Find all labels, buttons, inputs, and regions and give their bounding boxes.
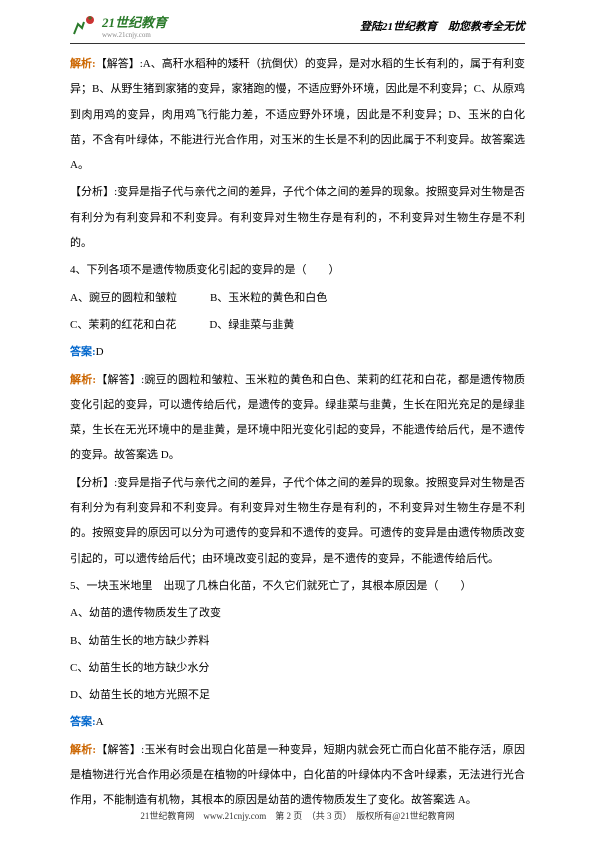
page-footer: 21世纪教育网 www.21cnjy.com 第 2 页 （共 3 页） 版权所… [0, 809, 595, 822]
analysis-label: 解析: [70, 374, 96, 386]
footer-copyright: 版权所有@21世纪教育网 [356, 811, 454, 821]
logo: 21世纪教育 www.21cnjy.com [70, 12, 167, 39]
q5-optB: B、幼苗生长的地方缺少养料 [70, 629, 525, 654]
answer-label: 答案: [70, 716, 96, 728]
footer-site: 21世纪教育网 [140, 811, 194, 821]
answer-label: 答案: [70, 346, 96, 358]
q3-fenxi: 【分析】:变异是指子代与亲代之间的差异，子代个体之间的差异的现象。按照变异对生物… [70, 180, 525, 256]
answer-label: 【解答】: [96, 58, 143, 70]
analysis-label: 解析: [70, 58, 96, 70]
q4-optB: B、玉米粒的黄色和白色 [210, 292, 327, 304]
answer-label: 【解答】: [96, 374, 144, 386]
q4-optC: C、茉莉的红花和白花 [70, 319, 176, 331]
q4-fenxi: 【分析】:变异是指子代与亲代之间的差异，子代个体之间的差异的现象。按照变异对生物… [70, 471, 525, 572]
footer-url: www.21cnjy.com [203, 811, 266, 821]
q5-optA: A、幼苗的遗传物质发生了改变 [70, 601, 525, 626]
q4-stem: 4、下列各项不是遗传物质变化引起的变异的是（ ） [70, 258, 525, 283]
q5-answer: 答案:A [70, 710, 525, 735]
footer-page: 第 2 页 （共 3 页） [275, 811, 347, 821]
q4-ans: D [96, 346, 104, 358]
page-header: 21世纪教育 www.21cnjy.com 登陆21世纪教育 助您教考全无忧 [70, 0, 525, 44]
q3-fenxi-text: 变异是指子代与亲代之间的差异，子代个体之间的差异的现象。按照变异对生物是否有利分… [70, 186, 525, 249]
q5-analysis: 解析:【解答】:玉米有时会出现白化苗是一种变异，短期内就会死亡而白化苗不能存活，… [70, 738, 525, 814]
main-content: 解析:【解答】:A、高秆水稻种的矮秆（抗倒伏）的变异，是对水稻的生长有利的，属于… [0, 52, 595, 814]
analysis-label: 解析: [70, 744, 96, 756]
fenxi-label: 【分析】: [70, 186, 117, 198]
q4-optA: A、豌豆的圆粒和皱粒 [70, 292, 177, 304]
q4-fenxi-text: 变异是指子代与亲代之间的差异，子代个体之间的差异的现象。按照变异对生物是否有利分… [70, 477, 525, 565]
q4-optD: D、绿韭菜与韭黄 [209, 319, 294, 331]
q5-optD: D、幼苗生长的地方光照不足 [70, 683, 525, 708]
q4-analysis: 解析:【解答】:豌豆的圆粒和皱粒、玉米粒的黄色和白色、茉莉的红花和白花，都是遗传… [70, 368, 525, 469]
q3-analysis: 解析:【解答】:A、高秆水稻种的矮秆（抗倒伏）的变异，是对水稻的生长有利的，属于… [70, 52, 525, 178]
logo-text: 21世纪教育 [102, 12, 167, 31]
answer-label: 【解答】: [96, 744, 144, 756]
header-slogan: 登陆21世纪教育 助您教考全无忧 [360, 18, 525, 34]
q5-ans: A [96, 716, 104, 728]
logo-icon [70, 14, 98, 38]
q4-answer: 答案:D [70, 340, 525, 365]
q5-optC: C、幼苗生长的地方缺少水分 [70, 656, 525, 681]
fenxi-label: 【分析】: [70, 477, 117, 489]
q5-stem: 5、一块玉米地里 出现了几株白化苗，不久它们就死亡了，其根本原因是（ ） [70, 574, 525, 599]
q3-answer-text: A、高秆水稻种的矮秆（抗倒伏）的变异，是对水稻的生长有利的，属于有利变异；B、从… [70, 58, 525, 171]
logo-url: www.21cnjy.com [102, 31, 167, 39]
q4-options-row1: A、豌豆的圆粒和皱粒 B、玉米粒的黄色和白色 [70, 286, 525, 311]
q4-answer-text: 豌豆的圆粒和皱粒、玉米粒的黄色和白色、茉莉的红花和白花，都是遗传物质变化引起的变… [70, 374, 525, 462]
q4-options-row2: C、茉莉的红花和白花 D、绿韭菜与韭黄 [70, 313, 525, 338]
